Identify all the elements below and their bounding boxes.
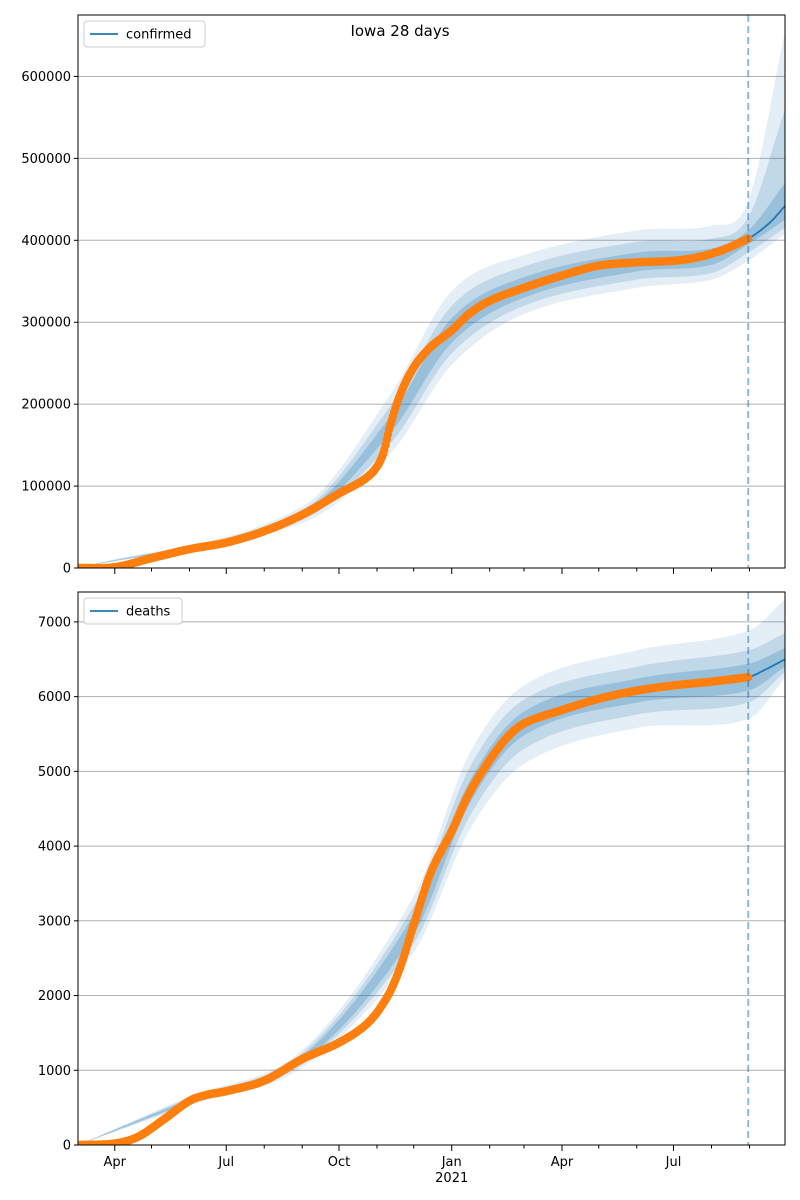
panel-deaths: 0 1000 2000 3000 4000 5000 6000 7000 Apr Jul Oct Ja… [38,591,786,1186]
legend-label: deaths [126,605,171,620]
panel-confirmed: 0 100000 200000 300000 400000 500000 600000 con… [21,14,786,577]
legend-box [83,597,183,625]
x-year-label: 2021 [435,1171,468,1186]
y-tick-label: 6000 [38,690,71,705]
y-tick-label: 1000 [38,1064,71,1079]
legend: deaths [83,597,183,625]
y-tick-label: 0 [63,562,71,577]
interval-band-inner [78,648,785,1145]
axes-frame [77,14,786,569]
legend-label: confirmed [126,28,192,43]
observed-point [744,673,753,682]
y-tick-label: 200000 [21,398,71,413]
y-tick-label: 300000 [21,316,71,331]
y-tick-label: 5000 [38,765,71,780]
y-tick-label: 2000 [38,989,71,1004]
axes-frame [77,591,786,1146]
interval-band-middle [78,109,785,568]
y-tick-label: 0 [63,1139,71,1154]
y-tick-label: 500000 [21,152,71,167]
chart-title: Iowa 28 days [350,22,450,40]
legend-box [83,20,206,48]
y-tick-label: 4000 [38,840,71,855]
y-tick-label: 100000 [21,480,71,495]
plot-area [78,599,785,1145]
interval-band-middle [78,633,785,1145]
x-tick-label: Jul [665,1155,682,1170]
x-tick-label: Apr [104,1155,127,1170]
x-tick-label: Apr [551,1155,574,1170]
x-tick-label: Jul [217,1155,234,1170]
y-tick-label: 3000 [38,914,71,929]
legend: confirmed [83,20,206,48]
y-tick-label: 600000 [21,70,71,85]
y-tick-label: 400000 [21,234,71,249]
x-tick-label: Oct [328,1155,350,1170]
plot-area [78,31,785,568]
y-tick-label: 7000 [38,615,71,630]
x-tick-label: Jan [441,1155,462,1170]
interval-band-outer [78,31,785,568]
